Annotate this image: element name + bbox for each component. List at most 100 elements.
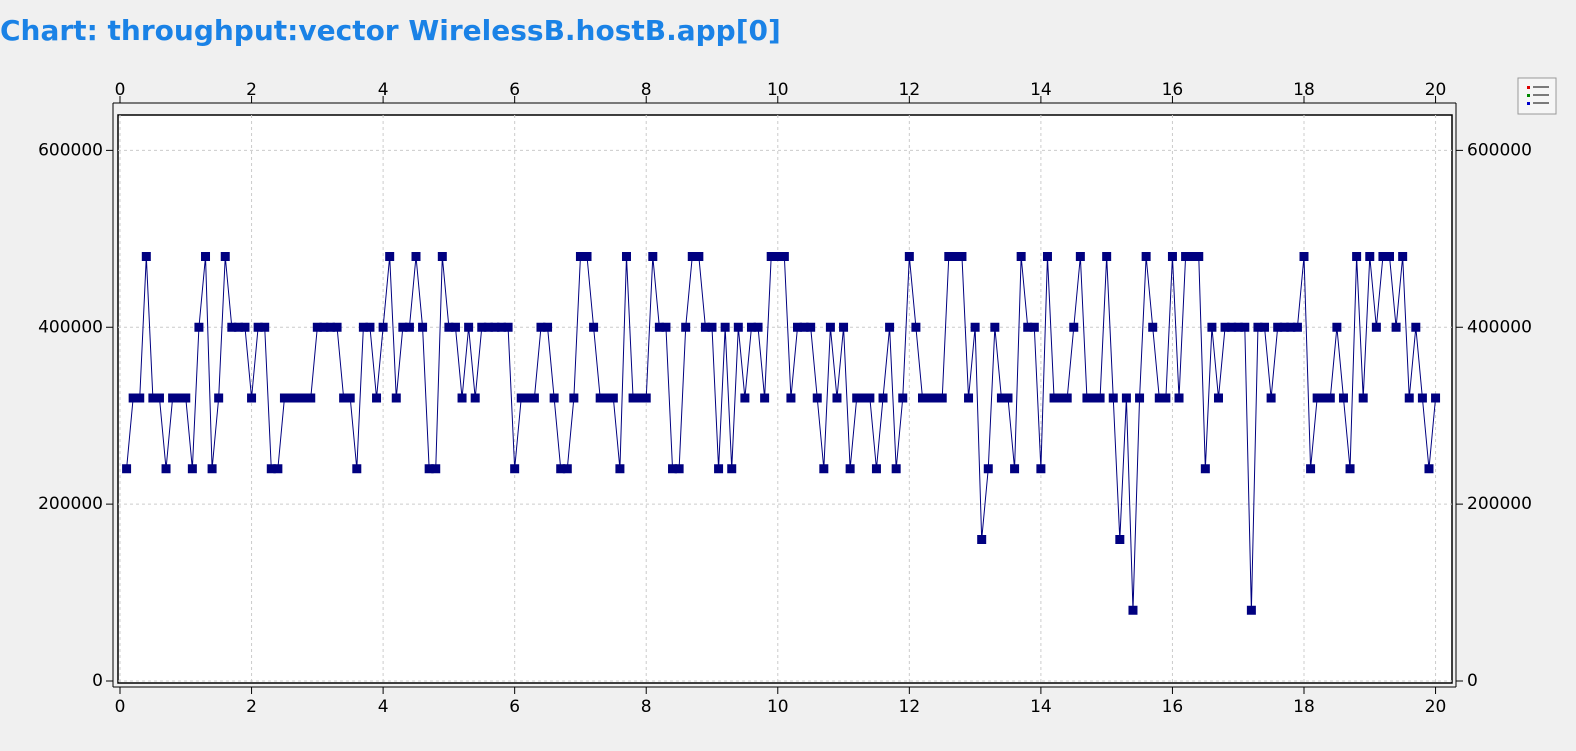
data-point <box>924 393 934 403</box>
data-point <box>1089 393 1099 403</box>
data-point <box>1319 393 1329 403</box>
data-point <box>720 322 730 332</box>
data-point <box>431 464 441 474</box>
y-tick-label: 600000 <box>38 140 103 160</box>
data-point <box>1220 322 1230 332</box>
data-point <box>1194 252 1204 261</box>
data-point <box>766 252 776 261</box>
data-point <box>404 322 414 332</box>
data-point <box>931 393 941 403</box>
data-point <box>786 393 796 403</box>
data-point <box>220 252 230 261</box>
data-point <box>503 322 513 332</box>
data-point <box>1404 393 1414 403</box>
data-point <box>450 322 460 332</box>
data-point <box>510 464 520 474</box>
data-point <box>779 252 789 261</box>
x-tick-label: 20 <box>1425 80 1447 100</box>
data-point <box>871 464 881 474</box>
data-point <box>207 464 217 474</box>
data-point <box>615 464 625 474</box>
data-point <box>1095 393 1105 403</box>
data-point <box>1358 393 1368 403</box>
x-tick-label: 14 <box>1030 80 1052 100</box>
data-point <box>1135 393 1145 403</box>
data-point <box>996 393 1006 403</box>
x-tick-label: 10 <box>767 697 789 717</box>
data-point <box>1286 322 1296 332</box>
data-point <box>1266 393 1276 403</box>
data-point <box>1174 393 1184 403</box>
data-point <box>1042 252 1052 261</box>
x-tick-label: 2 <box>246 80 257 100</box>
data-point <box>621 252 631 261</box>
data-point <box>977 535 987 544</box>
data-point <box>523 393 533 403</box>
data-point <box>490 322 500 332</box>
data-point <box>681 322 691 332</box>
data-point <box>444 322 454 332</box>
x-tick-label: 6 <box>509 697 520 717</box>
data-point <box>174 393 184 403</box>
data-point <box>950 252 960 261</box>
data-point <box>674 464 684 474</box>
x-tick-label: 18 <box>1293 80 1315 100</box>
data-point <box>339 393 349 403</box>
data-point <box>1417 393 1427 403</box>
data-point <box>1273 322 1283 332</box>
data-point <box>852 393 862 403</box>
data-point <box>306 393 316 403</box>
data-point <box>227 322 237 332</box>
chart-title: Chart: throughput:vector WirelessB.hostB… <box>0 14 781 47</box>
data-point <box>141 252 151 261</box>
data-point <box>1365 252 1375 261</box>
data-point <box>1187 252 1197 261</box>
data-point <box>1200 464 1210 474</box>
data-point <box>378 322 388 332</box>
data-point <box>937 393 947 403</box>
data-point <box>595 393 605 403</box>
data-point <box>1260 322 1270 332</box>
data-point <box>122 464 132 474</box>
data-point <box>1056 393 1066 403</box>
data-point <box>477 322 487 332</box>
data-point <box>1227 322 1237 332</box>
data-point <box>990 322 1000 332</box>
data-point <box>1128 605 1138 615</box>
data-point <box>556 464 566 474</box>
legend-button-frame[interactable] <box>1517 77 1557 115</box>
data-point <box>661 322 671 332</box>
data-point <box>832 393 842 403</box>
x-tick-label: 12 <box>899 80 921 100</box>
legend-icon <box>1527 94 1530 97</box>
data-point <box>352 464 362 474</box>
data-point <box>398 322 408 332</box>
data-point <box>898 393 908 403</box>
data-point <box>536 322 546 332</box>
data-point <box>1292 322 1302 332</box>
data-point <box>740 393 750 403</box>
data-point <box>1253 322 1263 332</box>
data-point <box>411 252 421 261</box>
data-point <box>878 393 888 403</box>
data-point <box>1213 393 1223 403</box>
data-point <box>641 393 651 403</box>
data-point <box>312 322 322 332</box>
x-tick-label: 14 <box>1030 697 1052 717</box>
data-point <box>1148 322 1158 332</box>
data-point <box>911 322 921 332</box>
x-tick-label: 2 <box>246 697 257 717</box>
data-point <box>516 393 526 403</box>
data-point <box>266 464 276 474</box>
data-point <box>858 393 868 403</box>
y-tick-label: 0 <box>1467 671 1478 691</box>
legend-button[interactable] <box>1517 77 1557 115</box>
data-point <box>562 464 572 474</box>
y-tick-label: 200000 <box>1467 494 1532 514</box>
data-point <box>372 393 382 403</box>
data-point <box>1167 252 1177 261</box>
data-point <box>154 393 164 403</box>
data-point <box>1431 393 1441 403</box>
data-point <box>707 322 717 332</box>
